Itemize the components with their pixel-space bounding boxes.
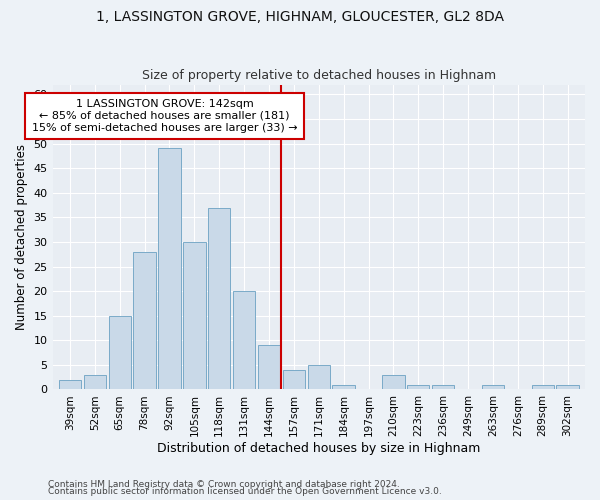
- Text: 1 LASSINGTON GROVE: 142sqm
← 85% of detached houses are smaller (181)
15% of sem: 1 LASSINGTON GROVE: 142sqm ← 85% of deta…: [32, 100, 298, 132]
- Bar: [258, 345, 280, 390]
- Bar: [382, 374, 404, 390]
- X-axis label: Distribution of detached houses by size in Highnam: Distribution of detached houses by size …: [157, 442, 481, 455]
- Bar: [432, 384, 454, 390]
- Text: Contains public sector information licensed under the Open Government Licence v3: Contains public sector information licen…: [48, 487, 442, 496]
- Y-axis label: Number of detached properties: Number of detached properties: [15, 144, 28, 330]
- Text: Contains HM Land Registry data © Crown copyright and database right 2024.: Contains HM Land Registry data © Crown c…: [48, 480, 400, 489]
- Bar: [556, 384, 579, 390]
- Bar: [407, 384, 430, 390]
- Bar: [332, 384, 355, 390]
- Bar: [158, 148, 181, 390]
- Bar: [109, 316, 131, 390]
- Bar: [208, 208, 230, 390]
- Bar: [233, 291, 256, 390]
- Bar: [59, 380, 81, 390]
- Title: Size of property relative to detached houses in Highnam: Size of property relative to detached ho…: [142, 69, 496, 82]
- Bar: [482, 384, 504, 390]
- Bar: [133, 252, 156, 390]
- Bar: [83, 374, 106, 390]
- Text: 1, LASSINGTON GROVE, HIGHNAM, GLOUCESTER, GL2 8DA: 1, LASSINGTON GROVE, HIGHNAM, GLOUCESTER…: [96, 10, 504, 24]
- Bar: [283, 370, 305, 390]
- Bar: [183, 242, 206, 390]
- Bar: [532, 384, 554, 390]
- Bar: [308, 365, 330, 390]
